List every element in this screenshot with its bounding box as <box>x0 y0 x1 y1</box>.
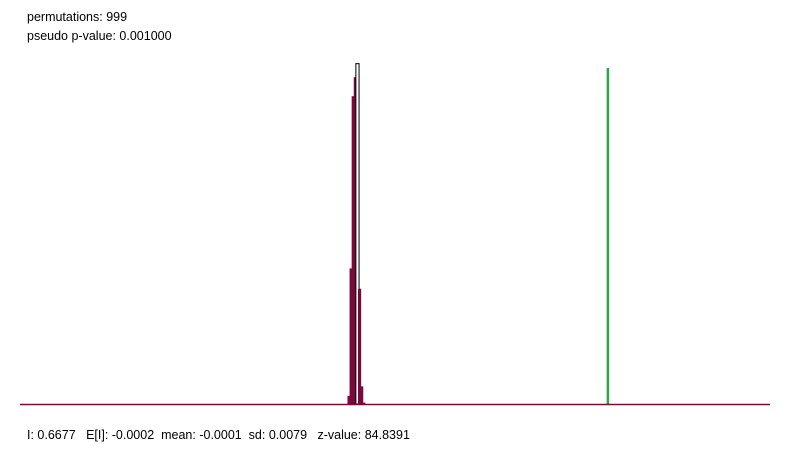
histogram-bar <box>357 288 362 404</box>
permutations-label: permutations: 999 <box>27 10 128 24</box>
histogram-bar <box>362 402 366 404</box>
pseudo-p-value-label: pseudo p-value: 0.001000 <box>27 29 172 43</box>
histogram-bars <box>347 63 366 405</box>
histogram-bar <box>360 386 364 404</box>
stats-header: permutations: 999 pseudo p-value: 0.0010… <box>27 8 172 46</box>
histogram-bar <box>351 96 355 404</box>
histogram-bar <box>347 395 351 404</box>
histogram-bar <box>349 268 353 404</box>
summary-statistics: I: 0.6677 E[I]: -0.0002 mean: -0.0001 sd… <box>27 428 410 442</box>
